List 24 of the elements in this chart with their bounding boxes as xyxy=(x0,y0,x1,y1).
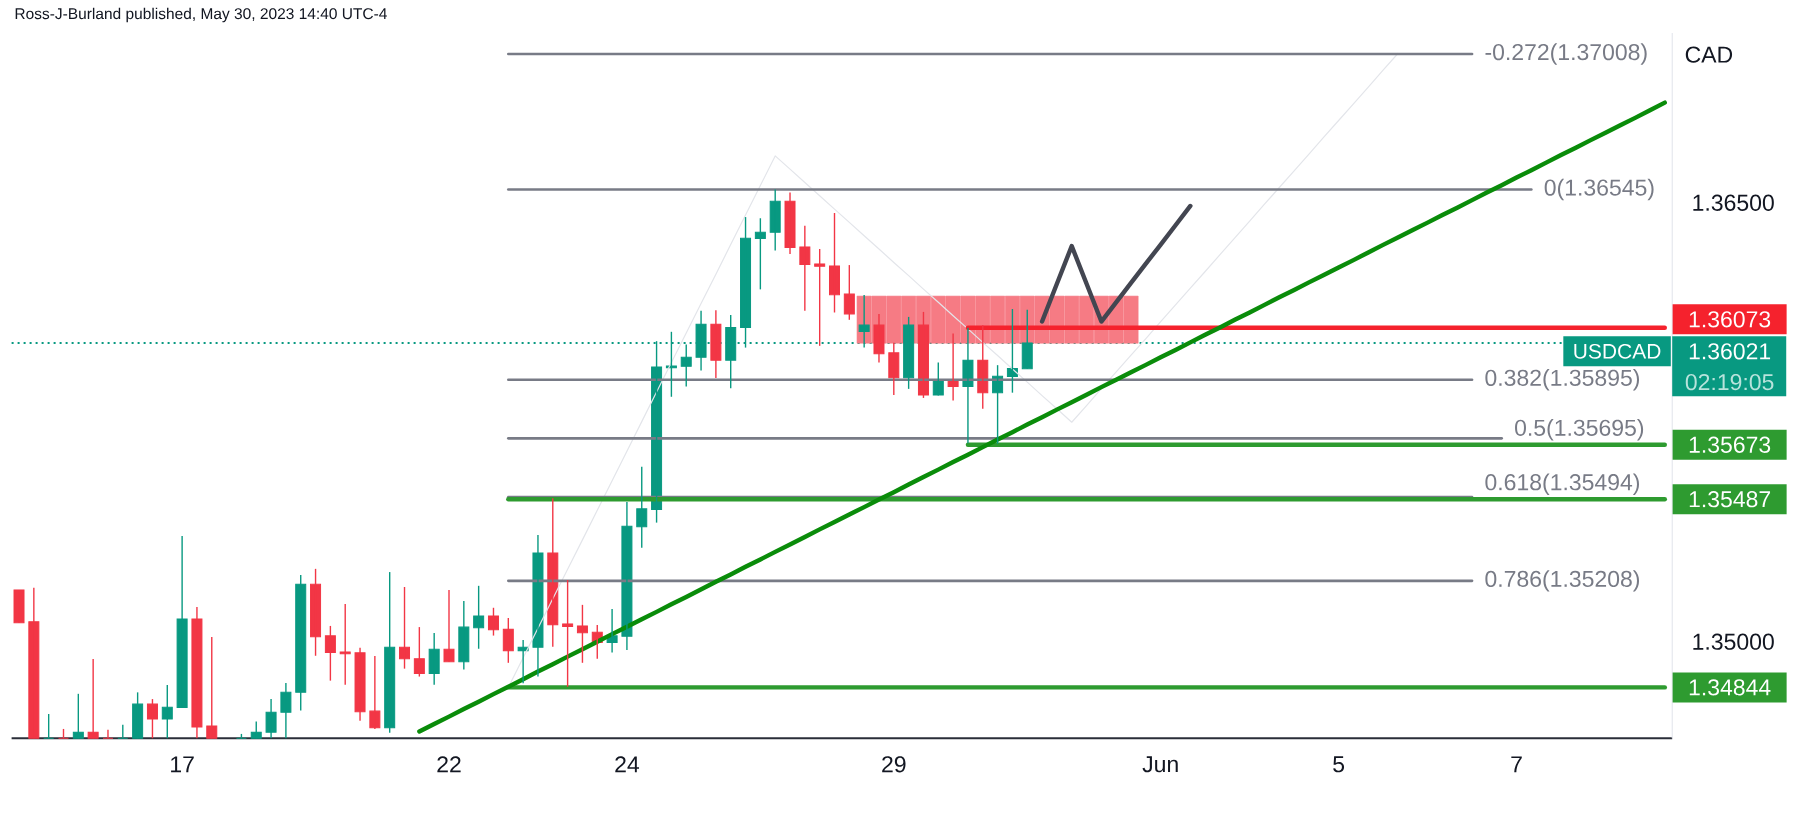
x-tick-label: Jun xyxy=(1142,756,1178,773)
series-label: 0(1.36545) xyxy=(1544,178,1654,201)
data-label: 1.35673 xyxy=(1689,436,1771,453)
x-tick-label: 22 xyxy=(437,756,461,773)
x-tick-label: 5 xyxy=(1333,756,1345,773)
data-label: 1.34844 xyxy=(1689,679,1771,696)
chart-title: Ross-J-Burland published, May 30, 2023 14:40 UTC-4 xyxy=(15,7,387,23)
series-label: -0.272(1.37008) xyxy=(1485,43,1647,65)
data-label: 1.35487 xyxy=(1689,491,1771,508)
y-tick-label: 1.35000 xyxy=(1693,633,1774,650)
y-tick-label: 1.36500 xyxy=(1693,194,1774,211)
series-label: 0.618(1.35494) xyxy=(1485,473,1640,495)
ref-line-label: 1.36021 xyxy=(1689,343,1771,360)
series-label: 0.382(1.35895) xyxy=(1485,369,1640,391)
x-tick-label: 17 xyxy=(171,756,194,773)
text: 02:19:05 xyxy=(1685,373,1774,391)
y-axis-title: CAD xyxy=(1685,46,1733,63)
series-label: 0.5(1.35695) xyxy=(1515,419,1644,441)
series-label: 0.786(1.35208) xyxy=(1485,570,1640,592)
annotation: USDCAD xyxy=(1574,343,1661,359)
x-tick-label: 7 xyxy=(1511,756,1522,773)
data-label: 1.36073 xyxy=(1689,311,1771,328)
x-tick-label: 24 xyxy=(615,756,640,773)
x-tick-label: 29 xyxy=(882,756,906,773)
